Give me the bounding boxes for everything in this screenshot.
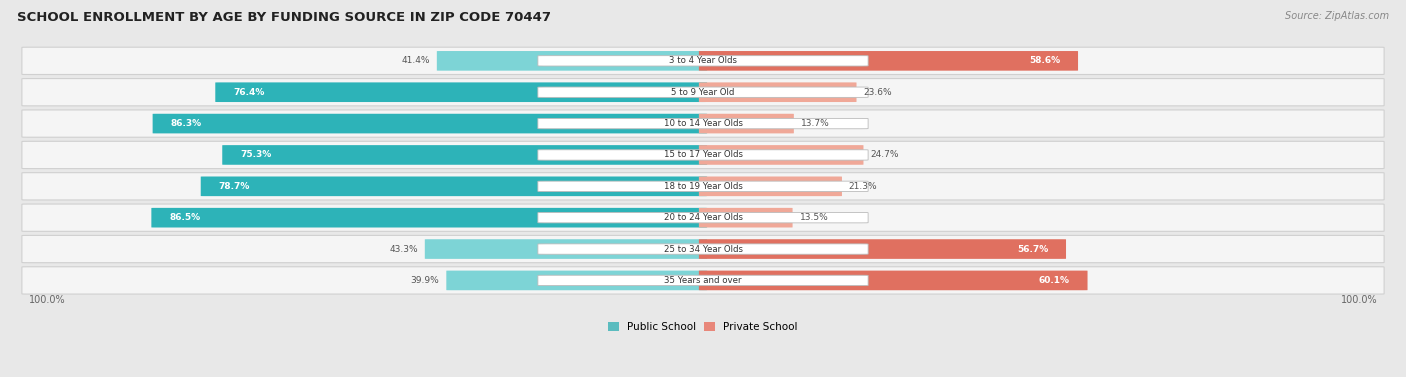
FancyBboxPatch shape	[425, 239, 707, 259]
FancyBboxPatch shape	[699, 176, 842, 196]
FancyBboxPatch shape	[222, 145, 707, 165]
FancyBboxPatch shape	[215, 83, 707, 102]
FancyBboxPatch shape	[538, 213, 868, 223]
Text: 5 to 9 Year Old: 5 to 9 Year Old	[671, 88, 735, 97]
FancyBboxPatch shape	[538, 56, 868, 66]
Text: 56.7%: 56.7%	[1017, 245, 1047, 254]
Text: SCHOOL ENROLLMENT BY AGE BY FUNDING SOURCE IN ZIP CODE 70447: SCHOOL ENROLLMENT BY AGE BY FUNDING SOUR…	[17, 11, 551, 24]
Text: 21.3%: 21.3%	[849, 182, 877, 191]
FancyBboxPatch shape	[22, 47, 1384, 75]
FancyBboxPatch shape	[699, 208, 793, 227]
Text: 75.3%: 75.3%	[240, 150, 271, 159]
Text: 25 to 34 Year Olds: 25 to 34 Year Olds	[664, 245, 742, 254]
Text: 78.7%: 78.7%	[218, 182, 250, 191]
Text: 39.9%: 39.9%	[411, 276, 440, 285]
FancyBboxPatch shape	[699, 239, 1066, 259]
Text: 43.3%: 43.3%	[389, 245, 418, 254]
Legend: Public School, Private School: Public School, Private School	[605, 318, 801, 336]
Text: 20 to 24 Year Olds: 20 to 24 Year Olds	[664, 213, 742, 222]
FancyBboxPatch shape	[152, 208, 707, 227]
FancyBboxPatch shape	[538, 244, 868, 254]
Text: 15 to 17 Year Olds: 15 to 17 Year Olds	[664, 150, 742, 159]
FancyBboxPatch shape	[699, 145, 863, 165]
Text: 24.7%: 24.7%	[870, 150, 898, 159]
FancyBboxPatch shape	[22, 235, 1384, 263]
Text: 13.5%: 13.5%	[800, 213, 828, 222]
Text: 13.7%: 13.7%	[801, 119, 830, 128]
FancyBboxPatch shape	[538, 87, 868, 97]
Text: 86.5%: 86.5%	[169, 213, 201, 222]
FancyBboxPatch shape	[22, 204, 1384, 231]
Text: 58.6%: 58.6%	[1029, 56, 1060, 65]
Text: 76.4%: 76.4%	[233, 88, 264, 97]
FancyBboxPatch shape	[699, 51, 1078, 70]
Text: Source: ZipAtlas.com: Source: ZipAtlas.com	[1285, 11, 1389, 21]
FancyBboxPatch shape	[201, 176, 707, 196]
FancyBboxPatch shape	[699, 83, 856, 102]
Text: 86.3%: 86.3%	[170, 119, 201, 128]
FancyBboxPatch shape	[699, 271, 1087, 290]
FancyBboxPatch shape	[22, 173, 1384, 200]
FancyBboxPatch shape	[22, 78, 1384, 106]
Text: 35 Years and over: 35 Years and over	[664, 276, 742, 285]
FancyBboxPatch shape	[22, 141, 1384, 169]
Text: 18 to 19 Year Olds: 18 to 19 Year Olds	[664, 182, 742, 191]
FancyBboxPatch shape	[538, 150, 868, 160]
Text: 60.1%: 60.1%	[1039, 276, 1070, 285]
FancyBboxPatch shape	[446, 271, 707, 290]
Text: 23.6%: 23.6%	[863, 88, 891, 97]
FancyBboxPatch shape	[153, 114, 707, 133]
Text: 100.0%: 100.0%	[28, 295, 66, 305]
FancyBboxPatch shape	[538, 118, 868, 129]
FancyBboxPatch shape	[538, 181, 868, 192]
FancyBboxPatch shape	[699, 114, 794, 133]
Text: 3 to 4 Year Olds: 3 to 4 Year Olds	[669, 56, 737, 65]
Text: 100.0%: 100.0%	[1340, 295, 1378, 305]
FancyBboxPatch shape	[538, 275, 868, 286]
Text: 41.4%: 41.4%	[402, 56, 430, 65]
FancyBboxPatch shape	[22, 267, 1384, 294]
FancyBboxPatch shape	[22, 110, 1384, 137]
FancyBboxPatch shape	[437, 51, 707, 70]
Text: 10 to 14 Year Olds: 10 to 14 Year Olds	[664, 119, 742, 128]
